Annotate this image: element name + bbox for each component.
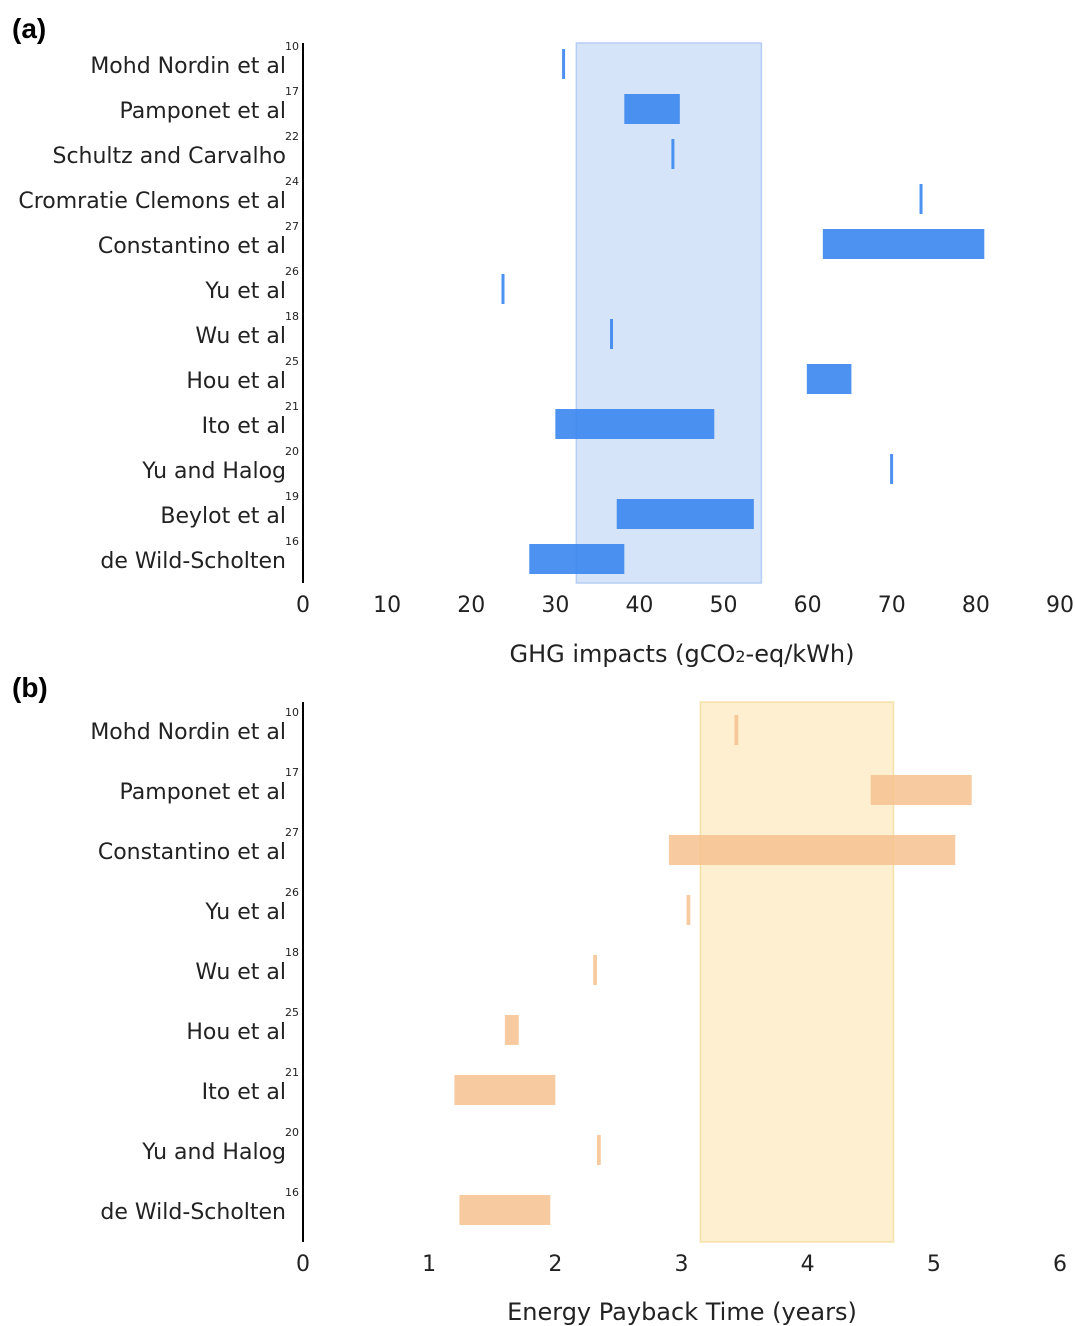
category-label: de Wild-Scholten <box>100 1200 286 1225</box>
bar <box>562 49 566 79</box>
bar <box>870 775 972 805</box>
reference-number: 10 <box>285 40 299 53</box>
x-tick-label: 1 <box>422 1252 436 1277</box>
category-label: Yu et al <box>204 900 286 925</box>
x-tick-label: 4 <box>801 1252 815 1277</box>
reference-number: 16 <box>285 1186 299 1199</box>
x-axis-title-subscript: 2 <box>735 647 745 666</box>
highlight-band <box>575 42 763 584</box>
reference-number: 18 <box>285 946 299 959</box>
x-tick-label: 60 <box>794 593 822 618</box>
reference-number: 21 <box>285 1066 299 1079</box>
reference-number: 18 <box>285 310 299 323</box>
x-tick-label: 70 <box>878 593 906 618</box>
reference-number: 16 <box>285 535 299 548</box>
x-tick-label: 80 <box>962 593 990 618</box>
category-label: Beylot et al <box>160 504 286 529</box>
bar <box>596 1135 601 1165</box>
bar <box>890 454 894 484</box>
bar <box>822 229 985 259</box>
reference-number: 20 <box>285 1126 299 1139</box>
category-label: Yu and Halog <box>141 459 286 484</box>
reference-number: 19 <box>285 490 299 503</box>
bar <box>624 94 680 124</box>
category-label: Yu and Halog <box>141 1140 286 1165</box>
bar <box>529 544 625 574</box>
category-label: Cromratie Clemons et al <box>18 189 286 214</box>
x-tick-label: 5 <box>927 1252 941 1277</box>
panel-label: (a) <box>12 13 46 44</box>
reference-number: 24 <box>285 175 299 188</box>
category-label: Mohd Nordin et al <box>90 54 286 79</box>
x-tick-label: 50 <box>710 593 738 618</box>
bar <box>610 319 614 349</box>
panel-label: (b) <box>12 672 48 703</box>
category-label: Hou et al <box>186 1020 286 1045</box>
x-tick-label: 40 <box>625 593 653 618</box>
category-label: Wu et al <box>195 960 286 985</box>
bar <box>616 499 754 529</box>
x-tick-label: 30 <box>541 593 569 618</box>
category-label: Pamponet et al <box>120 99 286 124</box>
x-axis-title-part: -eq/kWh) <box>746 640 855 668</box>
category-label: Ito et al <box>202 1080 286 1105</box>
x-tick-label: 20 <box>457 593 485 618</box>
reference-number: 22 <box>285 130 299 143</box>
bar <box>919 184 923 214</box>
reference-number: 27 <box>285 220 299 233</box>
x-tick-label: 0 <box>296 593 310 618</box>
x-tick-label: 10 <box>373 593 401 618</box>
x-axis-title: Energy Payback Time (years) <box>507 1298 857 1326</box>
x-tick-label: 6 <box>1053 1252 1067 1277</box>
x-tick-label: 2 <box>548 1252 562 1277</box>
x-tick-label: 90 <box>1046 593 1074 618</box>
reference-number: 25 <box>285 355 299 368</box>
category-label: Pamponet et al <box>120 780 286 805</box>
bar <box>686 895 691 925</box>
category-label: de Wild-Scholten <box>100 549 286 574</box>
category-label: Ito et al <box>202 414 286 439</box>
bar <box>671 139 675 169</box>
bar <box>734 715 739 745</box>
category-label: Constantino et al <box>98 234 286 259</box>
reference-number: 27 <box>285 826 299 839</box>
x-axis-title-part: GHG impacts (gCO <box>510 640 736 668</box>
reference-number: 10 <box>285 706 299 719</box>
category-label: Yu et al <box>204 279 286 304</box>
bar <box>454 1075 556 1105</box>
highlight-band <box>699 701 895 1243</box>
x-tick-label: 0 <box>296 1252 310 1277</box>
reference-number: 17 <box>285 85 299 98</box>
category-label: Mohd Nordin et al <box>90 720 286 745</box>
reference-number: 26 <box>285 265 299 278</box>
bar <box>504 1015 519 1045</box>
bar <box>593 955 597 985</box>
category-label: Constantino et al <box>98 840 286 865</box>
bar <box>501 274 505 304</box>
category-label: Wu et al <box>195 324 286 349</box>
x-tick-label: 3 <box>675 1252 689 1277</box>
bar <box>459 1195 551 1225</box>
reference-number: 25 <box>285 1006 299 1019</box>
reference-number: 20 <box>285 445 299 458</box>
reference-number: 21 <box>285 400 299 413</box>
bar <box>806 364 852 394</box>
bar <box>668 835 956 865</box>
bar <box>555 409 715 439</box>
reference-number: 17 <box>285 766 299 779</box>
reference-number: 26 <box>285 886 299 899</box>
x-axis-title: GHG impacts (gCO2-eq/kWh) <box>510 640 855 668</box>
category-label: Hou et al <box>186 369 286 394</box>
category-label: Schultz and Carvalho <box>52 144 286 169</box>
